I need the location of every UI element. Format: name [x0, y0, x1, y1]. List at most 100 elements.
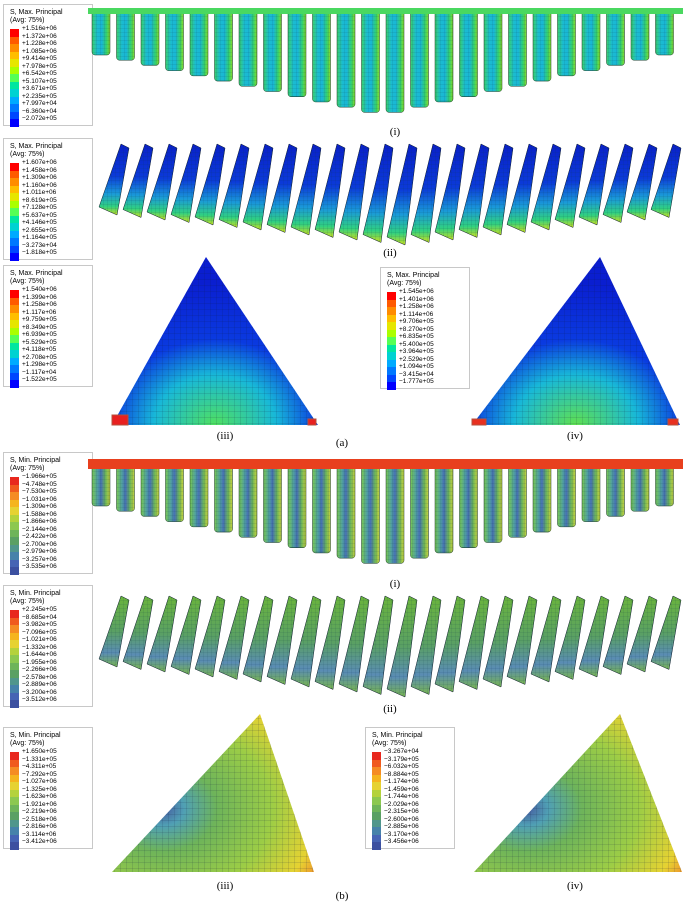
legend-value: −4.748e+05 [22, 480, 57, 488]
buttress-mesh [267, 144, 297, 233]
color-swatch [10, 685, 19, 693]
legend-title: S, Max. Principal [387, 272, 440, 279]
column-mesh [263, 10, 282, 92]
legend-b-ii: S, Min. Principal (Avg: 75%) +2.245e+05−… [3, 585, 93, 708]
color-swatch [387, 307, 396, 315]
buttress-mesh [435, 144, 465, 240]
color-swatch [387, 337, 396, 345]
legend-value: −2.578e+06 [22, 673, 57, 681]
column-mesh [165, 461, 184, 522]
buttress-mesh [147, 596, 177, 672]
color-scale [10, 290, 19, 388]
buttress-mesh [219, 144, 249, 228]
color-swatch [10, 96, 19, 104]
column-mesh [190, 461, 208, 527]
legend-value: +1.228e+06 [22, 40, 57, 47]
color-swatch [10, 617, 19, 625]
color-swatch [10, 29, 19, 37]
buttress-mesh [99, 144, 129, 215]
legend-value: +6.835e+05 [399, 333, 434, 340]
legend-value: −1.459e+06 [384, 785, 419, 793]
legend-value: +3.671e+05 [22, 85, 57, 92]
column-mesh [655, 10, 674, 55]
color-swatch [372, 774, 381, 782]
model-a-iv-section [471, 257, 680, 426]
buttress-mesh [651, 144, 681, 218]
buttress-mesh [291, 596, 321, 687]
legend-value: −7.292e+05 [22, 770, 57, 778]
column-mesh [459, 461, 478, 548]
buttress-mesh [483, 144, 513, 235]
legend-value: +1.372e+06 [22, 32, 57, 40]
label-b-iii: (iii) [216, 880, 234, 892]
buttress-mesh [243, 144, 273, 230]
column-mesh [92, 10, 110, 55]
legend-value: −1.588e+06 [22, 510, 57, 518]
buttress-mesh [147, 144, 177, 220]
legend-title: S, Min. Principal [10, 590, 61, 597]
legend-value: +4.146e+05 [22, 219, 57, 226]
color-swatch [387, 329, 396, 337]
buttress-mesh [195, 144, 225, 225]
color-swatch [10, 819, 19, 827]
legend-value: −3.267e+04 [384, 748, 419, 755]
legend-value: −1.866e+06 [22, 518, 57, 525]
column-mesh [288, 10, 306, 97]
legend-value: −3.200e+06 [22, 688, 57, 696]
legend-value: +9.706e+05 [399, 318, 434, 325]
color-scale [10, 752, 19, 850]
model-b-iv-section [474, 714, 682, 872]
legend-value: −1.644e+06 [22, 651, 57, 658]
color-swatch [10, 200, 19, 208]
buttress-mesh [411, 144, 441, 243]
legend-value: +1.399e+06 [22, 293, 57, 301]
color-swatch [10, 44, 19, 52]
legend-value: −3.535e+06 [22, 563, 57, 570]
color-scale [10, 477, 19, 575]
legend-value: −1.966e+05 [22, 473, 57, 480]
color-swatch [10, 81, 19, 89]
legend-value: −1.309e+06 [22, 503, 57, 510]
color-swatch [10, 208, 19, 216]
column-mesh [116, 10, 135, 61]
legend-title: S, Max. Principal [10, 9, 63, 16]
color-swatch [10, 312, 19, 320]
color-swatch [387, 344, 396, 352]
label-a-i: (i) [389, 126, 401, 138]
color-swatch [387, 299, 396, 307]
color-swatch [10, 89, 19, 97]
color-swatch [10, 185, 19, 193]
legend-value: +7.997e+04 [22, 100, 57, 107]
buttress-mesh [315, 596, 345, 690]
buttress-mesh [363, 144, 393, 243]
buttress-mesh [459, 596, 489, 690]
color-swatch [10, 215, 19, 223]
color-swatch [10, 335, 19, 343]
column-mesh [214, 10, 233, 82]
legend-value: +1.540e+06 [22, 286, 57, 293]
color-scale [10, 610, 19, 708]
buttress-mesh [651, 596, 681, 670]
column-mesh [631, 461, 649, 512]
column-mesh [631, 10, 649, 61]
legend-value: +5.529e+05 [22, 338, 57, 346]
color-swatch [10, 51, 19, 59]
legend-value: −8.884e+05 [384, 770, 419, 778]
model-a-i-columns [88, 8, 683, 113]
color-swatch [10, 692, 19, 700]
color-swatch [372, 834, 381, 842]
color-swatch [387, 374, 396, 382]
color-swatch [10, 111, 19, 119]
color-swatch [387, 292, 396, 300]
color-swatch [372, 759, 381, 767]
buttress-mesh [531, 596, 561, 682]
legend-value: −1.921e+06 [22, 800, 57, 808]
color-swatch [10, 782, 19, 790]
column-mesh [410, 461, 429, 559]
buttress-mesh [627, 144, 657, 220]
buttress-mesh [219, 596, 249, 680]
color-swatch [10, 812, 19, 820]
column-mesh [386, 10, 404, 113]
color-swatch [10, 59, 19, 67]
legend-value: +1.164e+05 [22, 234, 57, 241]
